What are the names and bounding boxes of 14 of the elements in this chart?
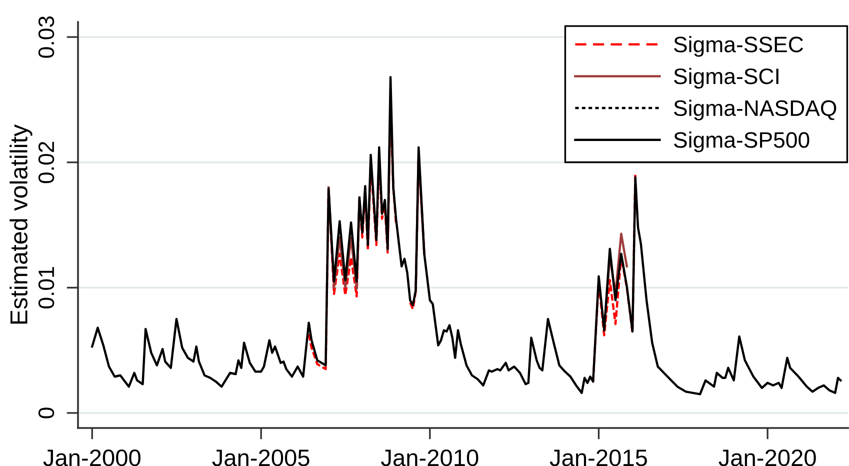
legend-label: Sigma-SSEC bbox=[674, 36, 804, 57]
x-tick-label: Jan-2005 bbox=[212, 449, 310, 466]
legend-label: Sigma-SP500 bbox=[674, 132, 810, 152]
x-tick-label: Jan-2000 bbox=[43, 449, 140, 466]
y-axis-title: Estimated volatility bbox=[10, 124, 32, 324]
y-tick-label: 0.01 bbox=[38, 267, 54, 308]
x-tick-label: Jan-2020 bbox=[718, 449, 816, 466]
x-tick-label: Jan-2015 bbox=[550, 449, 647, 466]
legend-label: Sigma-NASDAQ bbox=[674, 100, 836, 120]
x-tick-label: Jan-2010 bbox=[381, 449, 478, 466]
y-tick-label: 0.02 bbox=[38, 142, 54, 184]
legend-label: Sigma-SCI bbox=[674, 68, 778, 89]
y-tick-label: 0 bbox=[38, 408, 54, 418]
y-tick-label: 0.03 bbox=[38, 16, 54, 58]
